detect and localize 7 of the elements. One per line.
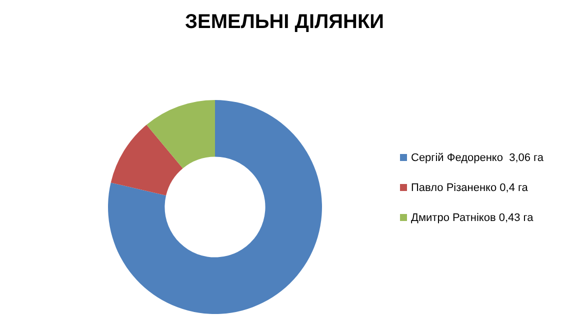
legend-label: Павло Різаненко 0,4 га bbox=[411, 182, 529, 194]
donut-slice bbox=[108, 100, 322, 314]
legend-label: Сергій Федоренко 3,06 га bbox=[411, 152, 544, 164]
legend-label: Дмитро Ратніков 0,43 га bbox=[411, 212, 534, 224]
donut-slice bbox=[110, 124, 183, 196]
donut-slice bbox=[146, 100, 215, 168]
chart-title: ЗЕМЕЛЬНІ ДІЛЯНКИ bbox=[184, 11, 384, 33]
